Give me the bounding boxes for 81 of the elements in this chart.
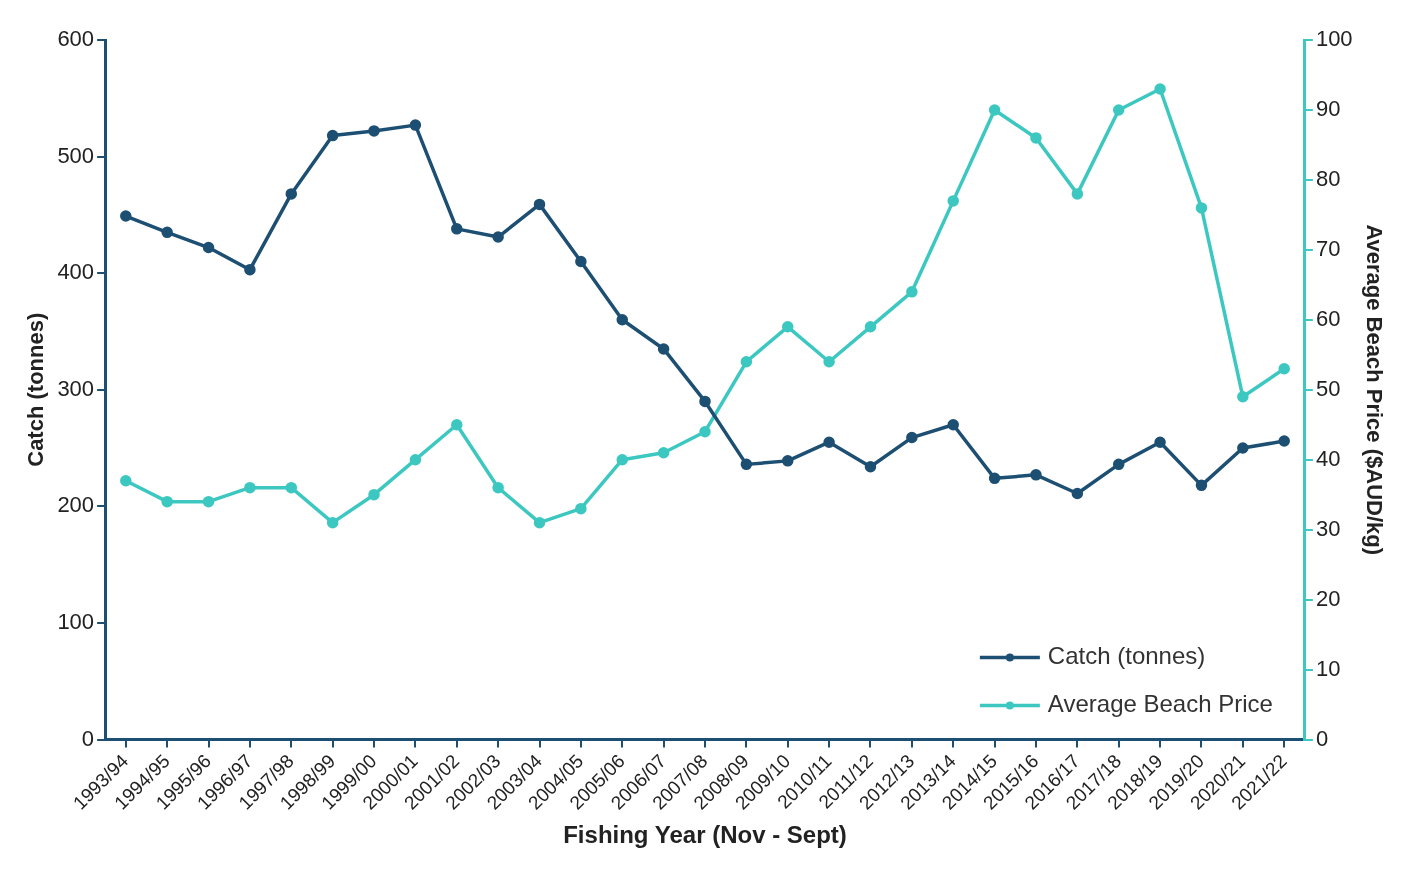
point <box>1030 132 1042 144</box>
point <box>699 395 711 408</box>
y2-tick-label: 50 <box>1315 375 1341 401</box>
point <box>575 502 587 515</box>
y2-tick-label: 100 <box>1315 26 1353 52</box>
point <box>906 286 918 298</box>
point <box>1237 391 1249 403</box>
point <box>1030 469 1042 481</box>
point <box>533 198 546 211</box>
y-tick-label: 300 <box>57 375 95 401</box>
point <box>492 231 504 243</box>
point <box>120 474 132 487</box>
y2-tick-label: 30 <box>1315 515 1341 541</box>
point <box>326 129 339 142</box>
y-tick-label: 200 <box>57 492 95 518</box>
point <box>244 481 256 494</box>
point <box>285 481 298 494</box>
point <box>451 223 463 235</box>
point <box>202 241 215 254</box>
legend-label: Average Beach Price <box>1047 690 1273 718</box>
point <box>864 460 877 473</box>
y2-tick-label: 0 <box>1315 725 1329 751</box>
point <box>1154 83 1166 95</box>
point <box>533 516 546 529</box>
point <box>285 188 298 200</box>
point <box>492 481 504 494</box>
y-tick-label: 400 <box>57 259 95 285</box>
y2-tick-label: 80 <box>1315 165 1341 191</box>
point <box>1154 436 1166 448</box>
point <box>120 210 132 222</box>
point <box>409 119 422 131</box>
point <box>161 226 173 239</box>
point <box>657 343 670 355</box>
point <box>451 418 463 431</box>
point <box>409 453 422 466</box>
y2-tick-label: 40 <box>1315 445 1341 471</box>
point <box>616 453 629 466</box>
y2-tick-label: 20 <box>1315 585 1341 611</box>
y2-tick-label: 60 <box>1315 305 1341 331</box>
point <box>1195 479 1208 492</box>
point <box>988 104 1001 116</box>
point <box>781 455 794 467</box>
y2-axis-title: Average Beach Price ($AUD/kg) <box>1361 224 1387 556</box>
y2-tick-label: 90 <box>1315 96 1341 122</box>
legend-label: Catch (tonnes) <box>1047 642 1206 670</box>
point <box>906 431 918 444</box>
point <box>244 263 256 276</box>
point <box>575 255 587 268</box>
point <box>947 418 959 431</box>
y2-tick-label: 10 <box>1315 655 1341 681</box>
point <box>326 516 339 529</box>
x-axis-title: Fishing Year (Nov - Sept) <box>563 821 847 849</box>
point <box>202 495 215 508</box>
point <box>699 425 711 438</box>
point <box>1278 435 1290 447</box>
y-tick-label: 500 <box>57 142 95 168</box>
point <box>1071 188 1084 200</box>
point <box>1112 104 1125 116</box>
y2-tick-label: 70 <box>1315 235 1341 261</box>
y-tick-label: 600 <box>57 26 95 52</box>
point <box>947 195 959 207</box>
point <box>864 321 877 333</box>
point <box>657 446 670 459</box>
point <box>1237 442 1249 454</box>
point <box>368 125 380 137</box>
point <box>616 314 629 326</box>
point <box>740 356 753 368</box>
y-tick-label: 0 <box>81 725 95 751</box>
y-tick-label: 100 <box>57 608 95 634</box>
point <box>368 488 380 501</box>
point <box>161 495 173 508</box>
point <box>1071 487 1084 500</box>
point <box>823 356 835 368</box>
point <box>1195 202 1208 214</box>
point <box>1278 363 1290 375</box>
y-axis-title: Catch (tonnes) <box>23 312 49 467</box>
point <box>740 458 753 471</box>
point <box>1112 458 1125 471</box>
point <box>988 472 1001 485</box>
point <box>823 436 835 448</box>
point <box>781 321 794 333</box>
